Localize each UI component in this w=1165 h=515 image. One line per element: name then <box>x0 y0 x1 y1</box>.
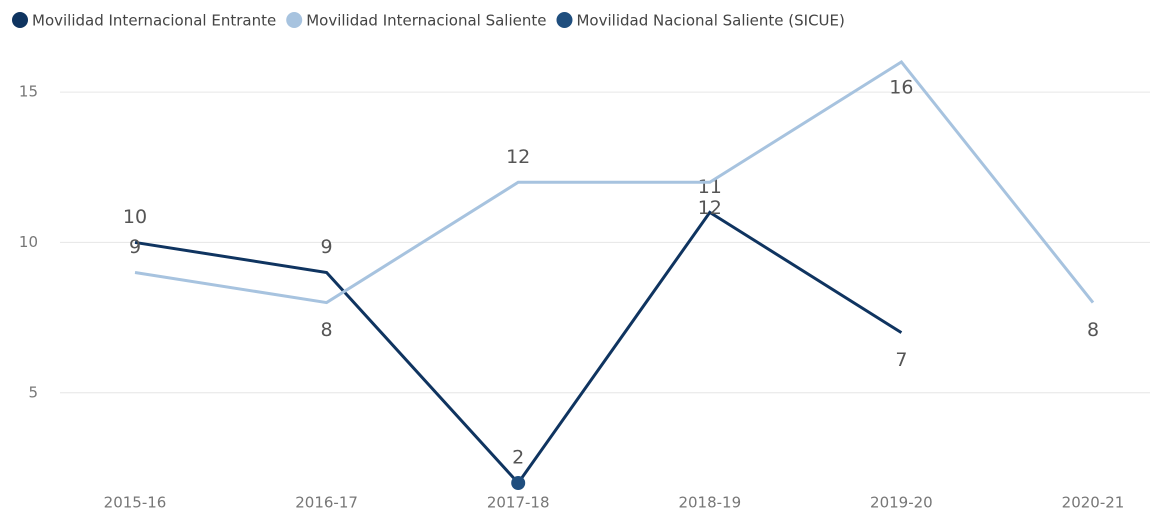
x-tick-label: 2018-19 <box>678 494 741 512</box>
legend-marker <box>286 12 303 28</box>
series-line <box>134 210 903 486</box>
legend-label: Movilidad Nacional Saliente (SICUE) <box>576 12 844 30</box>
x-tick-label: 2016-17 <box>295 494 358 512</box>
y-tick-label: 15 <box>19 83 38 101</box>
legend: Movilidad Internacional Entrante Movilida… <box>12 12 845 30</box>
data-label: 9 <box>129 236 141 258</box>
legend-label: Movilidad Internacional Entrante <box>32 12 276 30</box>
data-label: 7 <box>895 349 907 371</box>
legend-marker <box>12 12 28 28</box>
x-tick-label: 2019-20 <box>870 494 933 512</box>
data-label: 8 <box>1087 319 1099 341</box>
data-label: 16 <box>889 77 913 99</box>
y-tick-label: 10 <box>19 233 38 251</box>
point-marker <box>511 476 526 490</box>
data-label: 2 <box>512 447 524 469</box>
data-label: 12 <box>506 146 530 168</box>
x-tick-label: 2015-16 <box>104 494 167 512</box>
legend-marker <box>556 12 573 28</box>
data-label: 12 <box>698 197 722 219</box>
x-tick-label: 2020-21 <box>1062 494 1125 512</box>
data-label: 11 <box>698 176 722 198</box>
y-tick-label: 5 <box>28 383 38 401</box>
data-label: 10 <box>123 206 147 228</box>
legend-label: Movilidad Internacional Saliente <box>306 12 546 30</box>
series-line <box>134 60 1095 305</box>
x-tick-label: 2017-18 <box>487 494 550 512</box>
data-label: 8 <box>321 319 333 341</box>
data-label: 9 <box>321 236 333 258</box>
